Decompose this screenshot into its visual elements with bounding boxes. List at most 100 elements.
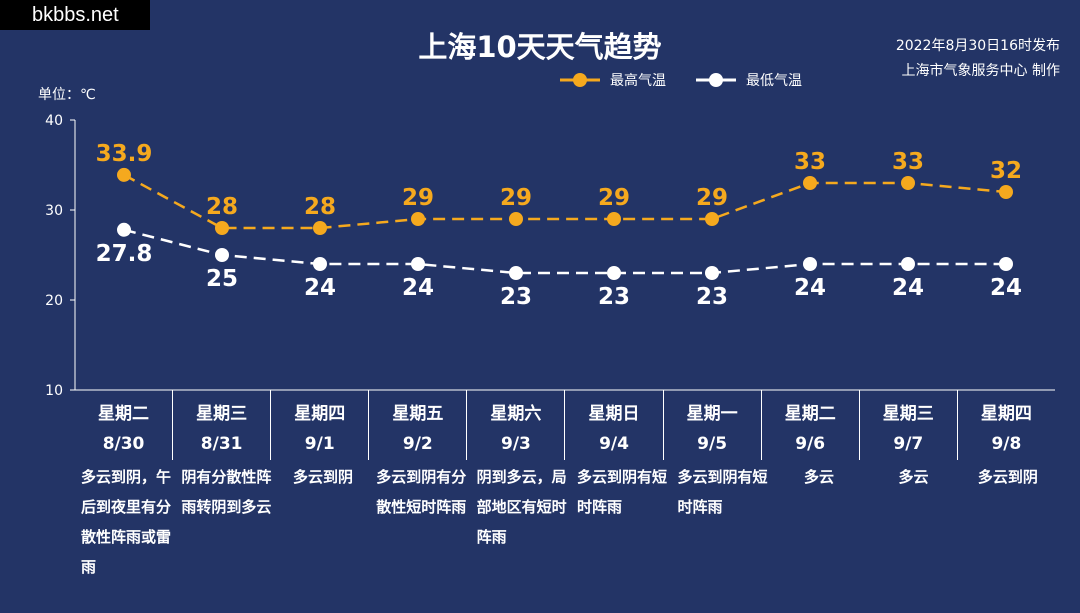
high-data-label: 28 — [206, 194, 238, 220]
weekday-label: 星期二 — [784, 404, 836, 424]
unit-label: 单位：℃ — [38, 87, 96, 103]
day-descriptions: 多云到阴，午后到夜里有分散性阵雨或雷雨 阴有分散性阵雨转阴到多云 多云到阴 多云到阴有… — [75, 462, 1055, 582]
low-data-label: 23 — [598, 284, 630, 310]
high-point — [215, 221, 229, 235]
high-point — [803, 176, 817, 190]
date-label: 9/1 — [304, 434, 335, 454]
high-series-line — [123, 173, 1007, 230]
weekday-label: 星期六 — [490, 404, 542, 424]
weather-description: 多云 — [804, 468, 835, 486]
day-header: 星期四 9/1 — [270, 390, 368, 460]
high-data-label: 29 — [402, 185, 434, 211]
chart-title: 上海10天天气趋势 — [418, 30, 662, 64]
watermark: bkbbs.net — [0, 0, 150, 30]
weather-description: 多云到阴有短时阵雨 — [677, 468, 768, 516]
date-label: 9/7 — [893, 434, 924, 454]
weekday-label: 星期三 — [882, 404, 934, 424]
low-point — [509, 266, 523, 280]
low-point — [803, 257, 817, 271]
date-label: 8/30 — [102, 434, 145, 454]
day-header: 星期三 9/7 — [858, 390, 957, 460]
high-data-label: 28 — [304, 194, 336, 220]
low-data-label: 25 — [206, 266, 238, 292]
low-data-label: 24 — [402, 275, 434, 301]
date-label: 8/31 — [200, 434, 243, 454]
low-point — [313, 257, 327, 271]
day-header: 星期三 8/31 — [172, 390, 270, 460]
high-point — [607, 212, 621, 226]
date-label: 9/3 — [500, 434, 531, 454]
legend-low-marker — [696, 73, 736, 87]
legend-high: 最高气温 — [560, 70, 666, 90]
publish-info: 2022年8月30日16时发布 上海市气象服务中心 制作 — [896, 34, 1060, 84]
high-point — [901, 176, 915, 190]
publisher: 上海市气象服务中心 制作 — [901, 63, 1060, 79]
date-label: 9/8 — [991, 434, 1022, 454]
weather-description: 多云到阴有分散性短时阵雨 — [376, 468, 467, 516]
high-point — [411, 212, 425, 226]
y-tick-label: 40 — [45, 113, 63, 129]
high-data-label: 29 — [696, 185, 728, 211]
high-data-label: 33 — [794, 149, 826, 175]
weather-description: 多云 — [898, 468, 929, 486]
high-data-label: 33 — [892, 149, 924, 175]
day-header: 星期日 9/4 — [564, 390, 662, 460]
day-header: 星期二 8/30 — [75, 390, 172, 460]
weekday-label: 星期一 — [686, 404, 738, 424]
low-data-label: 24 — [794, 275, 826, 301]
high-point — [705, 212, 719, 226]
day-header: 星期六 9/3 — [466, 390, 564, 460]
date-label: 9/4 — [599, 434, 629, 454]
weekday-label: 星期二 — [98, 404, 150, 424]
date-label: 9/2 — [402, 434, 433, 454]
y-tick-label: 10 — [45, 383, 63, 399]
publish-time: 2022年8月30日16时发布 — [895, 38, 1060, 54]
low-series-line — [123, 228, 1006, 275]
high-data-label: 29 — [598, 185, 630, 211]
weekday-label: 星期三 — [196, 404, 248, 424]
weather-description: 多云到阴，午后到夜里有分散性阵雨或雷雨 — [81, 468, 172, 576]
day-header: 星期一 9/5 — [662, 390, 761, 460]
low-data-label: 24 — [304, 275, 336, 301]
low-data-label: 24 — [990, 275, 1022, 301]
high-data-label: 33.9 — [96, 141, 153, 167]
high-data-label: 32 — [990, 158, 1022, 184]
high-point — [999, 185, 1013, 199]
low-point — [117, 222, 131, 237]
weekday-label: 星期日 — [588, 404, 640, 424]
y-tick-label: 20 — [45, 293, 63, 309]
day-header: 星期五 9/2 — [368, 390, 466, 460]
day-header: 星期四 9/8 — [956, 390, 1055, 460]
low-data-label: 24 — [892, 275, 924, 301]
legend-high-marker — [560, 73, 600, 87]
legend: 最高气温 最低气温 — [560, 70, 832, 90]
legend-low: 最低气温 — [696, 70, 802, 90]
low-point — [999, 257, 1013, 271]
high-data-label: 29 — [500, 185, 532, 211]
day-headers: 星期二 8/30 星期三 8/31 星期四 9/1 星期五 9/2 星期六 9/3 星期日 9/4 星期… — [75, 390, 1055, 460]
weather-description: 多云到阴有短时阵雨 — [577, 468, 668, 516]
weekday-label: 星期五 — [392, 404, 444, 424]
date-label: 9/6 — [795, 434, 826, 454]
low-data-label: 23 — [696, 284, 728, 310]
low-point — [411, 257, 425, 271]
low-data-label: 27.8 — [96, 241, 153, 267]
low-point — [215, 248, 229, 262]
legend-low-label: 最低气温 — [746, 73, 802, 89]
high-point — [117, 167, 131, 182]
date-label: 9/5 — [697, 434, 728, 454]
low-point — [607, 266, 621, 280]
low-point — [901, 257, 915, 271]
low-data-label: 23 — [500, 284, 532, 310]
low-point — [705, 266, 719, 280]
weather-description: 阴有分散性阵雨转阴到多云 — [181, 468, 272, 516]
weather-description: 阴到多云，局部地区有短时阵雨 — [476, 468, 567, 546]
high-point — [509, 212, 523, 226]
high-point — [313, 221, 327, 235]
weather-description: 多云到阴 — [977, 468, 1038, 486]
weather-description: 多云到阴 — [293, 468, 354, 486]
weekday-label: 星期四 — [980, 404, 1032, 424]
y-tick-label: 30 — [45, 203, 63, 219]
legend-high-label: 最高气温 — [610, 73, 666, 89]
day-header: 星期二 9/6 — [760, 390, 859, 460]
